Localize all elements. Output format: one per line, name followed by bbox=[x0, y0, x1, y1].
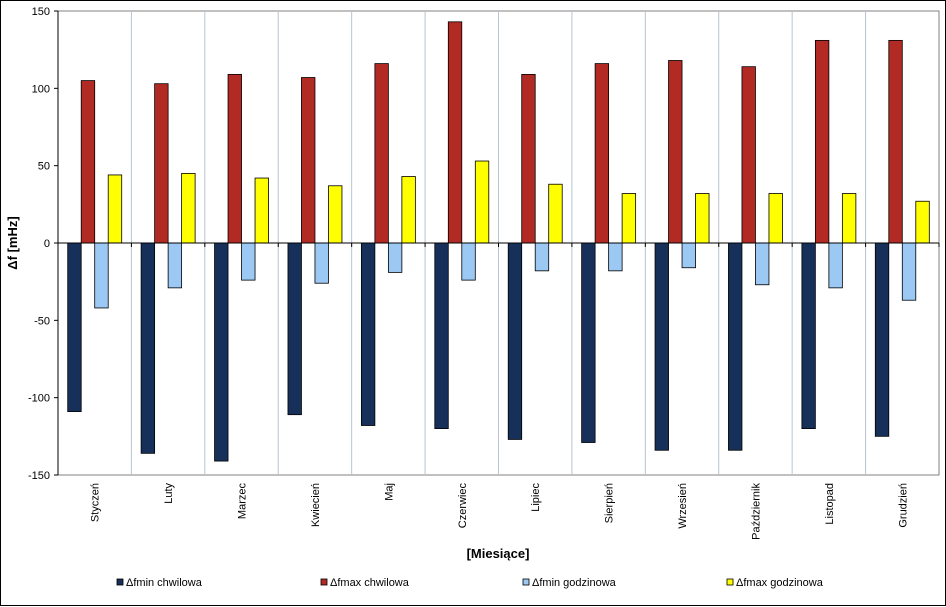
bar-3-4 bbox=[401, 176, 416, 244]
bar-0-7 bbox=[581, 242, 596, 443]
bar-1-9 bbox=[741, 66, 756, 244]
bar-1-6 bbox=[521, 74, 536, 244]
x-tick-label: Październik bbox=[750, 483, 762, 540]
legend-swatch-3 bbox=[726, 578, 734, 586]
bar-1-2 bbox=[227, 74, 242, 244]
bar-3-0 bbox=[107, 174, 123, 244]
y-tick-label: 0 bbox=[44, 238, 50, 250]
bar-2-10 bbox=[828, 242, 843, 289]
bar-3-3 bbox=[328, 185, 343, 244]
y-tick-label: -100 bbox=[28, 393, 50, 405]
bar-3-1 bbox=[181, 172, 196, 244]
legend-label-0: Δfmin chwilowa bbox=[126, 577, 203, 589]
x-tick-label: Czerwiec bbox=[457, 483, 469, 529]
bar-0-0 bbox=[67, 242, 82, 412]
bar-1-5 bbox=[447, 21, 463, 244]
bar-2-3 bbox=[314, 242, 329, 284]
bar-2-11 bbox=[901, 242, 917, 301]
x-tick-label: Lipiec bbox=[530, 483, 542, 512]
bar-1-4 bbox=[374, 63, 389, 244]
legend-swatch-2 bbox=[522, 578, 530, 586]
y-tick-label: 100 bbox=[32, 83, 50, 95]
bar-3-9 bbox=[768, 193, 783, 244]
x-tick-label: Marzec bbox=[237, 483, 249, 520]
x-tick-label: Grudzień bbox=[897, 483, 909, 528]
bar-0-9 bbox=[728, 242, 743, 451]
y-tick-label: -150 bbox=[28, 470, 50, 482]
bar-3-6 bbox=[548, 183, 563, 244]
y-tick-label: 150 bbox=[32, 6, 50, 18]
x-tick-label: Maj bbox=[383, 483, 395, 501]
bar-2-4 bbox=[387, 242, 403, 273]
bar-1-3 bbox=[301, 77, 316, 244]
bar-0-3 bbox=[287, 242, 302, 416]
legend-label-2: Δfmin godzinowa bbox=[532, 577, 617, 589]
bar-2-8 bbox=[681, 242, 696, 269]
bar-0-5 bbox=[434, 242, 449, 430]
bar-0-4 bbox=[360, 242, 376, 426]
bar-2-9 bbox=[755, 242, 770, 286]
bar-2-5 bbox=[461, 242, 476, 281]
bar-0-11 bbox=[874, 242, 890, 437]
bar-2-6 bbox=[534, 242, 550, 272]
bar-0-1 bbox=[140, 242, 156, 454]
bar-3-11 bbox=[915, 200, 930, 244]
bar-1-0 bbox=[80, 80, 96, 244]
legend-label-1: Δfmax chwilowa bbox=[330, 577, 410, 589]
y-tick-label: -50 bbox=[34, 315, 50, 327]
bar-3-2 bbox=[254, 177, 269, 244]
bar-2-0 bbox=[94, 242, 109, 309]
bar-3-5 bbox=[474, 160, 490, 244]
bar-1-10 bbox=[814, 39, 830, 244]
bar-0-10 bbox=[801, 242, 816, 430]
bar-0-2 bbox=[214, 242, 229, 462]
bar-3-10 bbox=[841, 193, 857, 244]
x-tick-label: Listopad bbox=[824, 483, 836, 525]
bar-3-7 bbox=[621, 193, 637, 244]
x-axis-title: [Miesiące] bbox=[467, 546, 530, 561]
legend-swatch-0 bbox=[116, 578, 124, 586]
bar-2-7 bbox=[608, 242, 623, 272]
x-tick-label: Wrzesień bbox=[677, 483, 689, 529]
bar-3-8 bbox=[695, 193, 710, 244]
y-axis-title: Δf [mHz] bbox=[5, 216, 20, 269]
legend-swatch-1 bbox=[320, 578, 328, 586]
bar-1-1 bbox=[154, 83, 169, 244]
x-tick-label: Luty bbox=[163, 483, 175, 504]
bar-2-1 bbox=[167, 242, 183, 289]
x-tick-label: Kwiecień bbox=[310, 483, 322, 527]
x-tick-label: Styczeń bbox=[90, 483, 102, 522]
bar-1-11 bbox=[888, 39, 903, 244]
legend-label-3: Δfmax godzinowa bbox=[736, 577, 824, 589]
bar-0-8 bbox=[654, 242, 669, 451]
bar-1-8 bbox=[668, 60, 683, 244]
y-tick-label: 50 bbox=[38, 161, 50, 173]
x-tick-label: Sierpień bbox=[604, 483, 616, 523]
bar-2-2 bbox=[241, 242, 256, 281]
bar-1-7 bbox=[594, 63, 610, 244]
bar-0-6 bbox=[507, 242, 523, 440]
